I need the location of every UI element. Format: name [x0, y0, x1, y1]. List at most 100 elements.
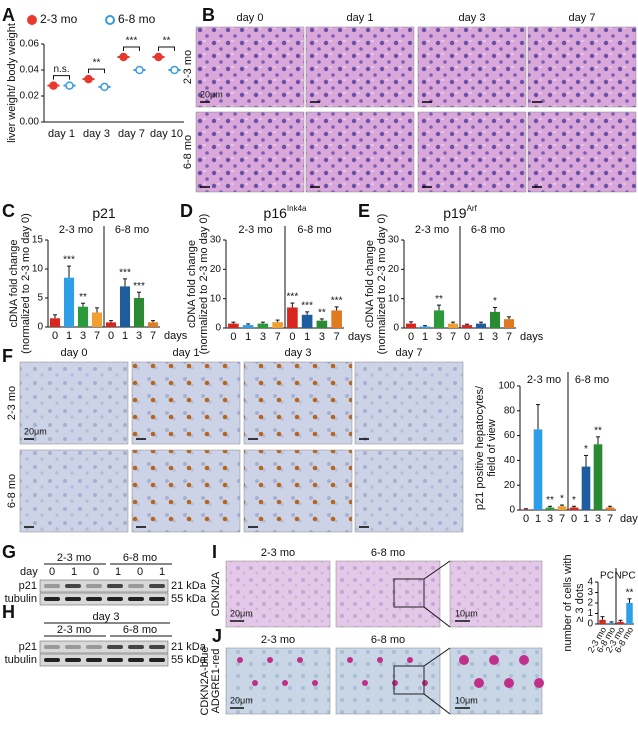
legend-marker [27, 15, 37, 25]
scale-bar-label: 20μm [200, 89, 223, 99]
band-label: tubulin [5, 654, 37, 666]
annotation: n.s. [53, 64, 69, 75]
row-label: ADGRE1-red [210, 649, 222, 714]
ihc-micrograph [131, 361, 241, 445]
y-tick-label: 0.02 [20, 91, 40, 102]
x-tick-label: day 7 [118, 128, 145, 140]
x-tick-label: 3 [136, 330, 142, 342]
x-tick-label: 7 [607, 513, 613, 525]
column-label: 6-8 mo [371, 547, 405, 559]
bar [475, 323, 487, 328]
legend-label: 6-8 mo [118, 12, 156, 26]
data-point [170, 65, 179, 75]
x-tick-label: 0 [289, 331, 295, 343]
column-label: day 1 [347, 12, 374, 24]
blot-band [128, 584, 144, 588]
bar [557, 506, 567, 510]
he-micrograph [527, 26, 637, 108]
he-micrograph [195, 26, 305, 108]
annotation: *** [331, 296, 343, 307]
ish-image [335, 560, 441, 628]
stain-spot [347, 657, 353, 663]
bar [228, 323, 239, 328]
title-sup: Ink4a [287, 204, 307, 213]
title-main: p16 [264, 205, 288, 221]
y-tick-label: 20 [388, 264, 400, 275]
stain-spot [282, 680, 288, 686]
stain-spot [422, 680, 428, 686]
annotation: *** [287, 292, 299, 303]
bar [569, 507, 579, 510]
blot-strip [39, 592, 169, 606]
column-label: day 3 [285, 347, 312, 359]
x-tick-label: 1 [422, 331, 428, 343]
ish-image [335, 647, 441, 715]
annotation: ** [318, 308, 326, 319]
annotation: ** [546, 495, 554, 506]
axis-label: cDNA fold change [186, 240, 198, 328]
band-label: p21 [19, 580, 37, 592]
x-axis-label: days [620, 513, 638, 525]
row-label: 6-8 mo [182, 135, 194, 169]
zoom-line [423, 606, 451, 628]
he-micrograph [195, 111, 305, 193]
group-label: 6-8 mo [471, 224, 505, 236]
y-tick-label: 15 [32, 235, 44, 246]
blot-band [128, 597, 144, 601]
stain-spot [377, 657, 383, 663]
bar [272, 322, 283, 328]
y-tick-label: 10 [32, 264, 44, 275]
legend-marker [105, 15, 115, 25]
lane-label: 0 [49, 566, 55, 578]
blot-band [86, 584, 102, 588]
group-label: 6-8 mo [123, 624, 157, 636]
bar [461, 325, 473, 328]
x-tick-label: day 3 [83, 128, 110, 140]
ish-image [225, 647, 331, 715]
bar [593, 444, 603, 510]
size-label: 55 kDa [171, 593, 207, 605]
x-tick-label: 0 [571, 513, 577, 525]
group-label: 6-8 mo [575, 374, 609, 386]
he-micrograph [417, 111, 527, 193]
row-label: CDKN2A-blue [199, 646, 211, 715]
he-micrograph [305, 111, 415, 193]
blot-band [44, 645, 60, 649]
bar [119, 286, 131, 327]
group-label: 2-3 mo [57, 552, 91, 564]
blot-band [44, 584, 60, 588]
x-axis-label: days [164, 330, 188, 342]
blot-band [86, 645, 102, 649]
bar [419, 326, 431, 328]
blot-band [86, 658, 102, 662]
group-label: PC [600, 571, 614, 582]
ish-image [449, 560, 543, 628]
y-tick-label: 80 [504, 405, 516, 416]
blot-band [65, 584, 81, 588]
column-label: 2-3 mo [261, 634, 295, 646]
bar [301, 314, 313, 328]
scale-bar-label: 10μm [455, 608, 478, 618]
band-label: p21 [19, 641, 37, 653]
annotation: ** [163, 36, 171, 47]
x-axis-label: days [520, 331, 544, 343]
y-tick-label: 30 [210, 235, 222, 246]
y-tick-label: 0 [509, 505, 515, 516]
group-label: 6-8 mo [297, 224, 331, 236]
x-tick-label: 3 [547, 513, 553, 525]
y-tick-label: 10 [388, 293, 400, 304]
zoom-line [423, 560, 451, 580]
stain-spot [297, 657, 303, 663]
axis-label: cDNA fold change [8, 239, 20, 327]
blot-band [65, 645, 81, 649]
size-label: 21 kDa [171, 580, 207, 592]
title-main: p19 [443, 205, 467, 221]
bar [77, 306, 89, 327]
bar [503, 319, 515, 328]
x-tick-label: 7 [334, 331, 340, 343]
group-label: 2-3 mo [527, 374, 561, 386]
blot-strip [39, 653, 169, 667]
panel-letter: C [2, 201, 15, 221]
blot-strip [39, 579, 169, 593]
x-tick-label: 7 [506, 331, 512, 343]
